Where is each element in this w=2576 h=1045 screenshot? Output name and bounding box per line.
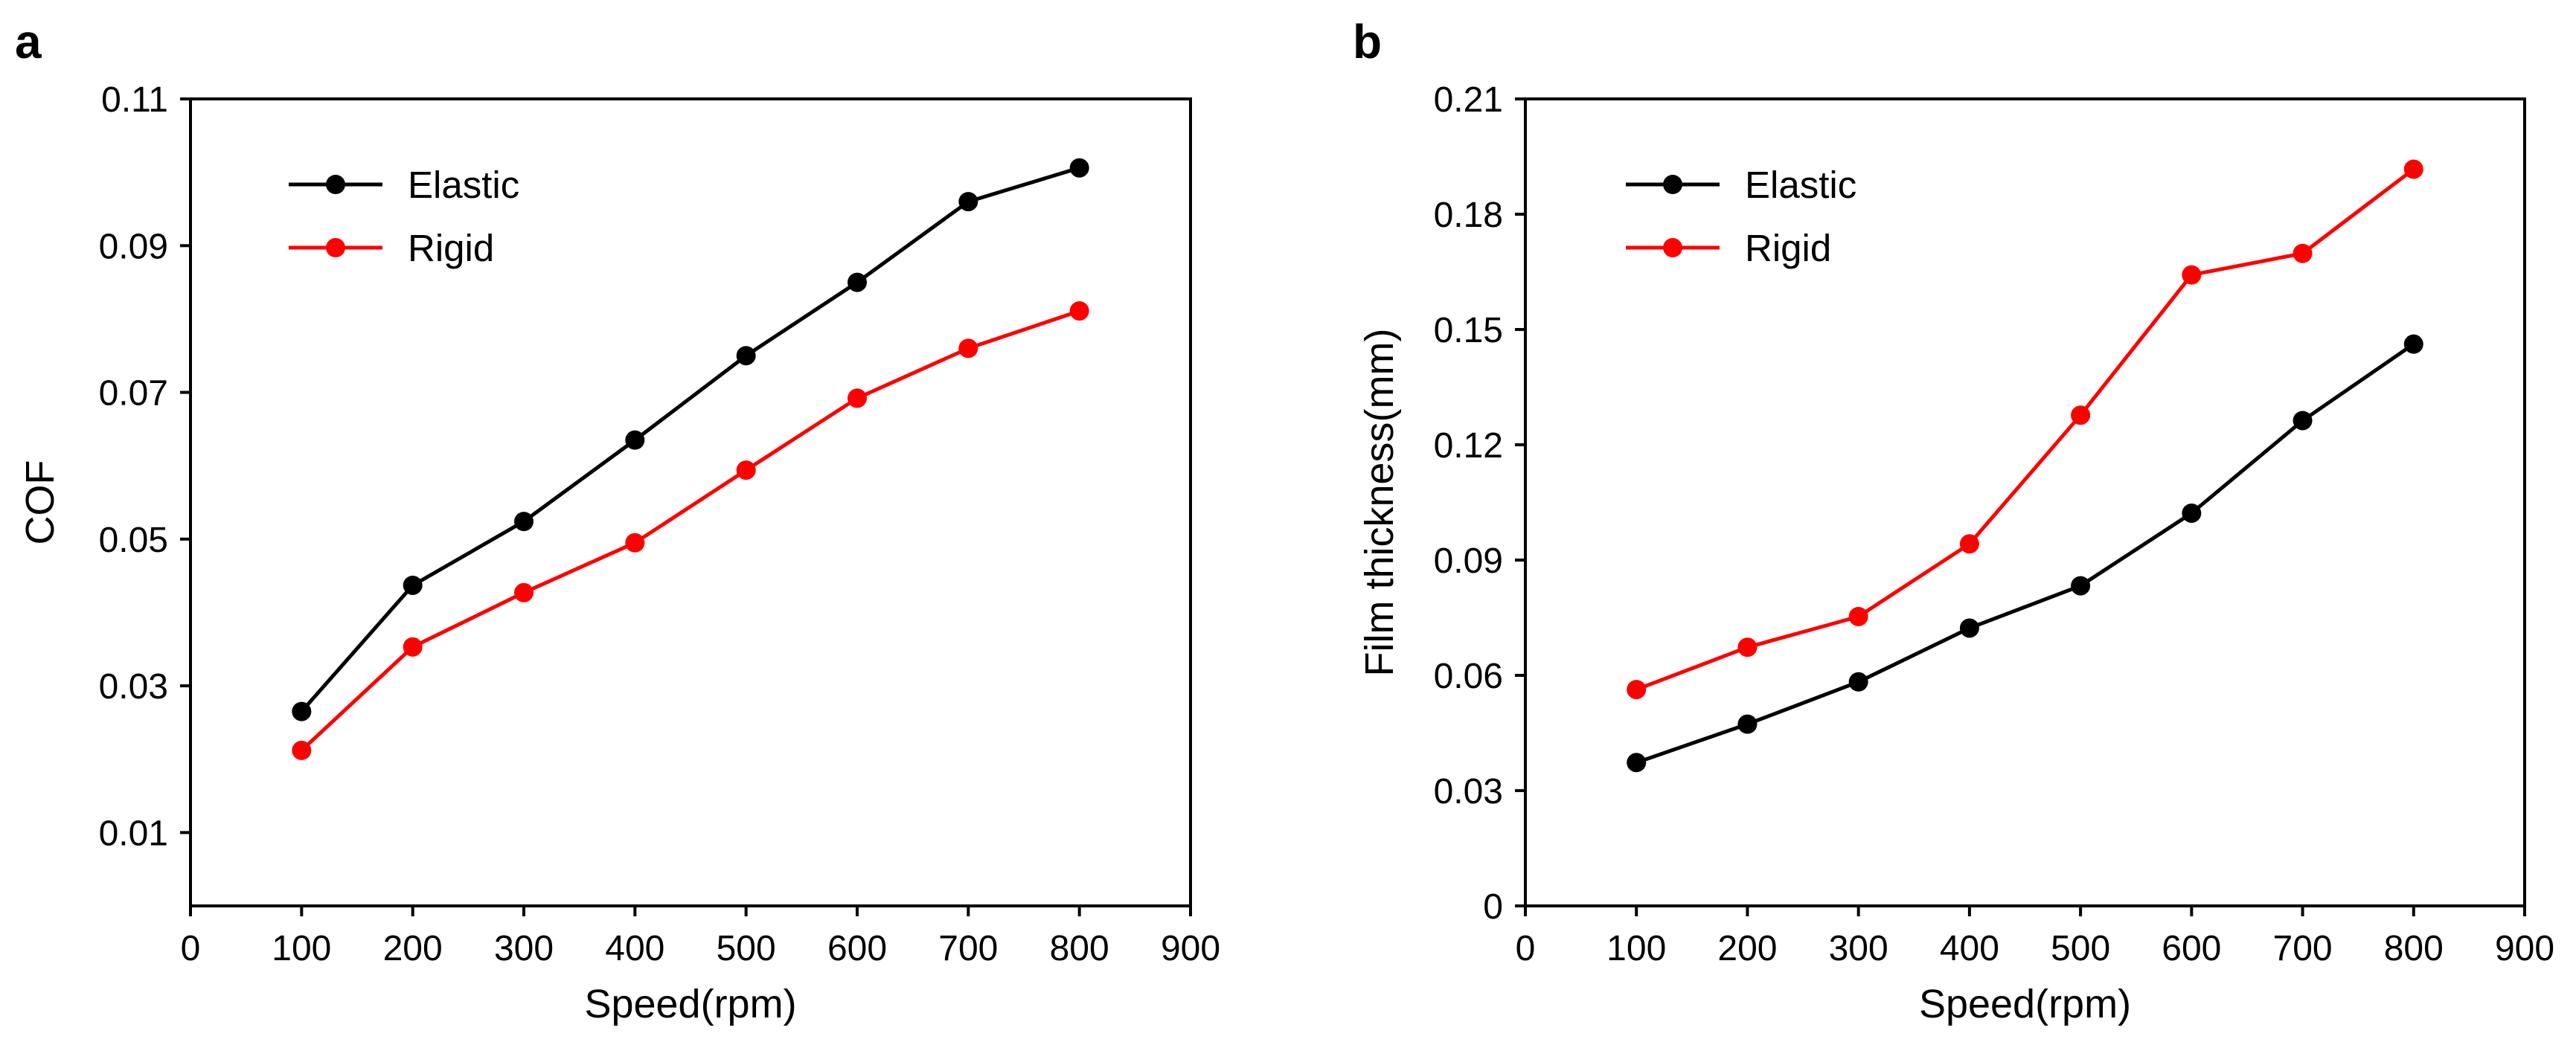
panel-b-x-tick-label: 800 — [2384, 929, 2444, 968]
panel-b-series-elastic-point — [2182, 503, 2202, 523]
panel-a-series-rigid-point — [514, 582, 534, 602]
panel-a-series-elastic-point — [736, 346, 756, 366]
panel-a-series-elastic-point — [625, 430, 645, 450]
panel-a-x-tick-label: 400 — [605, 929, 664, 968]
panel-b-series-rigid-point — [2293, 243, 2313, 263]
panel-a-x-tick-label: 0 — [181, 929, 201, 968]
panel-b-series-elastic-point — [2071, 576, 2091, 596]
panel-b-y-tick-label: 0.03 — [1434, 772, 1503, 811]
panel-a-series-elastic-point — [958, 192, 978, 212]
panel-a-series-rigid-point — [848, 388, 867, 408]
panel-b-y-axis-title: Film thickness(mm) — [1357, 329, 1402, 677]
panel-a-legend-rigid-label: Rigid — [408, 227, 494, 269]
panel-a-y-tick-label: 0.09 — [99, 227, 168, 266]
panel-a-series-elastic-point — [292, 701, 312, 721]
panel-b-series-elastic-point — [2403, 334, 2423, 354]
panel-a-x-tick-label: 900 — [1161, 929, 1220, 968]
panel-b-x-tick-label: 100 — [1606, 929, 1666, 968]
panel-a-legend-elastic-label: Elastic — [408, 164, 519, 206]
panel-b-label: b — [1353, 15, 1382, 68]
panel-b-series-rigid-point — [1737, 637, 1758, 657]
panel-a-series-rigid-point — [625, 533, 645, 553]
panel-b-y-tick-label: 0.12 — [1434, 426, 1503, 466]
panel-a-series-elastic-point — [848, 272, 867, 292]
panel-b-x-tick-label: 900 — [2495, 929, 2554, 968]
panel-b-series-elastic-point — [1627, 753, 1647, 773]
panel-a-series-elastic-point — [514, 512, 534, 532]
panel-b-x-tick-label: 700 — [2273, 929, 2333, 968]
panel-a-x-tick-label: 800 — [1050, 929, 1109, 968]
panel-a-plot-frame — [189, 97, 1192, 907]
panel-b-series-rigid-point — [1627, 680, 1647, 700]
panel-a-x-axis-title: Speed(rpm) — [584, 982, 796, 1026]
panel-b-series-rigid-point — [2182, 265, 2202, 285]
panel-a-legend-rigid-marker — [326, 238, 345, 257]
panel-a-series-elastic-line — [300, 166, 1080, 713]
panel-b-x-axis-title: Speed(rpm) — [1919, 982, 2131, 1026]
panel-a-x-tick-label: 200 — [383, 929, 443, 968]
panel-b-x-tick-label: 200 — [1717, 929, 1777, 968]
panel-a-y-tick-label: 0.05 — [99, 521, 168, 560]
panel-b-series-elastic-point — [2293, 411, 2313, 431]
panel-a-x-tick-label: 300 — [494, 929, 554, 968]
panel-a-x-tick-label: 500 — [717, 929, 776, 968]
panel-a-series-rigid-point — [736, 460, 756, 480]
panel-b-y-tick-label: 0 — [1483, 887, 1503, 927]
chart-panel-a: a 0 100 200 300 400 500 600 700 800 900 0.01 0.03 0.0… — [15, 15, 1220, 1026]
panel-b-y-tick-label: 0.09 — [1434, 541, 1503, 581]
panel-b-series-elastic-point — [1737, 714, 1758, 734]
panel-a-label: a — [15, 15, 42, 68]
panel-b-legend-elastic-marker — [1663, 175, 1682, 194]
panel-b-series-rigid-point — [2071, 405, 2091, 425]
panel-a-x-tick-label: 100 — [272, 929, 331, 968]
panel-b-series-elastic-point — [1959, 618, 1979, 638]
panel-b-legend-elastic-label: Elastic — [1745, 164, 1856, 206]
panel-a-series-rigid-point — [292, 740, 312, 760]
chart-panel-b: b 0 100 200 300 400 500 600 700 800 900 0 0.03 0.06 0.… — [1353, 15, 2554, 1026]
panel-b-series-rigid-line — [1635, 167, 2415, 692]
panel-a-series-rigid-point — [403, 637, 423, 657]
panel-a-y-tick-label: 0.03 — [99, 667, 168, 707]
panel-a-series-rigid-point — [958, 338, 978, 358]
panel-b-legend-rigid-label: Rigid — [1745, 227, 1831, 269]
panel-b-x-tick-label: 400 — [1940, 929, 1999, 968]
panel-a-series-elastic-point — [1069, 158, 1089, 178]
panel-b-series-rigid-point — [1848, 606, 1868, 626]
panel-a-series-elastic-point — [403, 575, 423, 595]
panel-b-legend-rigid-marker — [1663, 238, 1682, 257]
panel-a-x-tick-label: 600 — [827, 929, 887, 968]
panel-a-legend-elastic-marker — [326, 175, 345, 194]
panel-b-y-tick-label: 0.06 — [1434, 657, 1503, 696]
panel-a-y-tick-label: 0.01 — [99, 814, 168, 853]
panel-a-x-tick-label: 700 — [938, 929, 998, 968]
panel-a-y-axis-title: COF — [18, 460, 63, 545]
panel-b-x-tick-label: 300 — [1829, 929, 1888, 968]
panel-b-series-rigid-point — [2403, 159, 2423, 179]
panel-b-plot-frame — [1524, 97, 2526, 907]
panel-b-series-elastic-point — [1848, 672, 1868, 692]
panel-b-series-elastic-line — [1635, 342, 2415, 765]
panel-b-y-tick-label: 0.18 — [1434, 196, 1503, 235]
panel-a-series-rigid-point — [1069, 301, 1089, 321]
panel-b-series-rigid-point — [1959, 534, 1979, 554]
panel-b-y-tick-label: 0.21 — [1434, 80, 1503, 120]
panel-a-series-rigid-line — [300, 309, 1080, 752]
panel-b-x-tick-label: 500 — [2051, 929, 2110, 968]
panel-b-x-tick-label: 600 — [2162, 929, 2221, 968]
panel-b-x-tick-label: 0 — [1516, 929, 1536, 968]
panel-a-y-tick-label: 0.11 — [101, 80, 168, 120]
panel-a-y-tick-label: 0.07 — [99, 374, 168, 414]
panel-b-y-tick-label: 0.15 — [1434, 311, 1503, 350]
